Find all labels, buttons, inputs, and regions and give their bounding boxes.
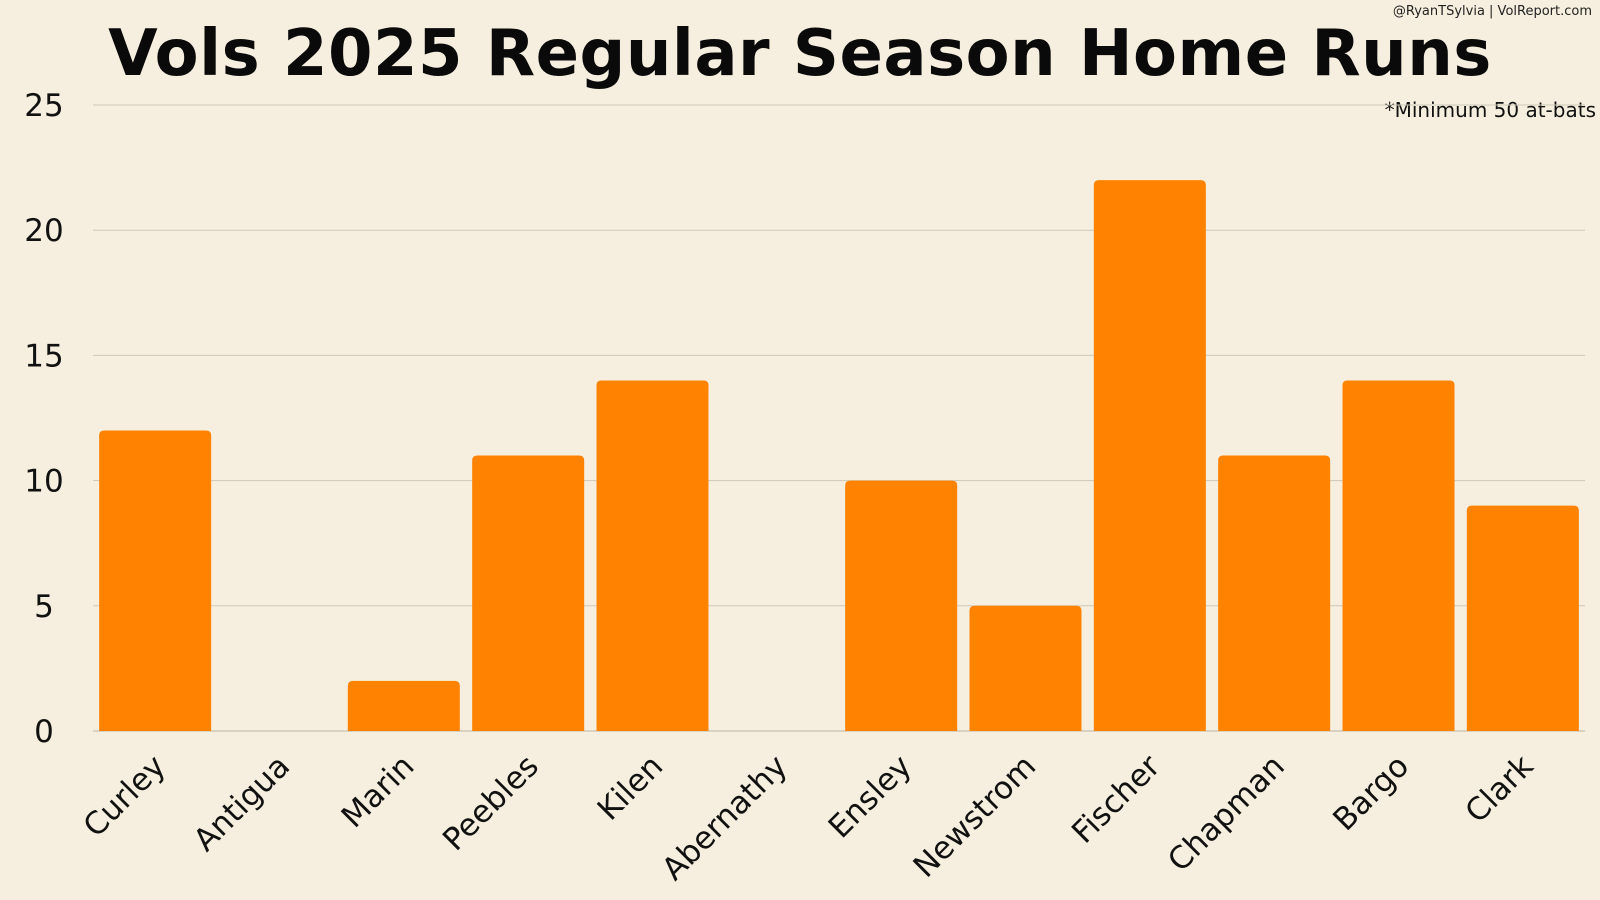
x-tick-label: Kilen <box>591 748 670 827</box>
x-tick-label: Marin <box>335 748 422 835</box>
y-tick-label: 20 <box>24 213 63 249</box>
bar-clark <box>1466 505 1579 731</box>
bar-chapman <box>1218 455 1331 731</box>
y-tick-label: 25 <box>24 88 63 124</box>
y-tick-label: 15 <box>24 338 63 374</box>
footnote: *Minimum 50 at-bats <box>1384 98 1596 122</box>
x-tick-label: Ensley <box>822 748 919 845</box>
x-tick-label: Bargo <box>1326 748 1416 838</box>
y-tick-label: 10 <box>24 464 63 500</box>
bar-marin <box>347 680 460 731</box>
chart-title: Vols 2025 Regular Season Home Runs <box>108 17 1492 91</box>
bar-fischer <box>1093 180 1206 731</box>
bar-peebles <box>472 455 585 731</box>
bar-newstrom <box>969 605 1082 731</box>
bar-bargo <box>1342 380 1455 731</box>
x-tick-label: Newstrom <box>907 748 1044 885</box>
y-tick-label: 0 <box>34 714 54 750</box>
x-tick-label: Chapman <box>1161 748 1292 879</box>
x-tick-label: Fischer <box>1065 748 1168 851</box>
x-tick-label: Peebles <box>436 748 546 858</box>
x-tick-label: Clark <box>1458 748 1540 830</box>
y-tick-label: 5 <box>34 589 54 625</box>
credit-text: @RyanTSylvia | VolReport.com <box>1392 4 1592 19</box>
x-tick-label: Antigua <box>187 748 297 858</box>
bar-curley <box>99 430 212 731</box>
bar-kilen <box>596 380 709 731</box>
x-tick-label: Abernathy <box>655 748 794 887</box>
bar-ensley <box>845 480 958 731</box>
x-tick-label: Curley <box>77 748 173 844</box>
